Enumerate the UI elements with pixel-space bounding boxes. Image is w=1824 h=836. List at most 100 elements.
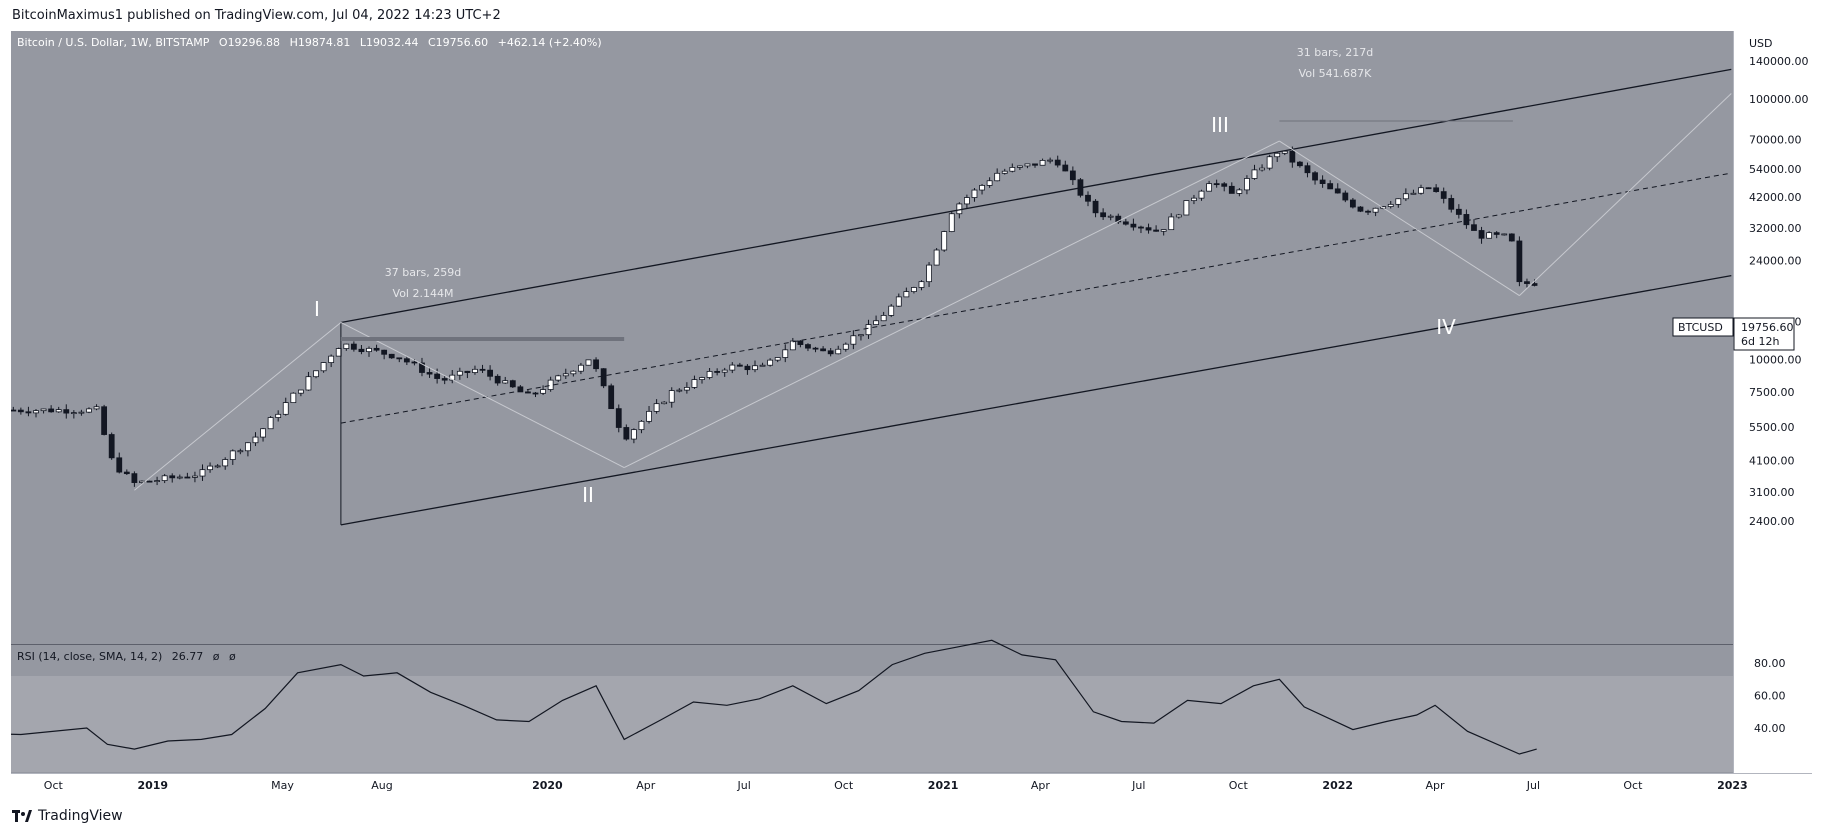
candle-body xyxy=(1236,189,1243,194)
candle-body xyxy=(419,362,425,373)
candle-body xyxy=(1425,187,1432,190)
candle-body xyxy=(578,364,584,372)
chart-frame[interactable]: USD 140000.00 100000.00 70000.00 54000.00 42… xyxy=(0,31,1812,797)
candle-body xyxy=(532,392,539,395)
measure-2-bars: 31 bars, 217d xyxy=(1297,46,1373,59)
candle-body xyxy=(1349,199,1356,208)
candle-body xyxy=(456,370,463,376)
candle-body xyxy=(275,413,282,418)
measure-1[interactable]: 37 bars, 259d Vol 2.144M xyxy=(385,266,461,300)
candle-body xyxy=(752,365,758,371)
candle-body xyxy=(222,459,229,467)
price-tick-label: 24000.00 xyxy=(1749,255,1802,268)
candle-body xyxy=(782,349,789,358)
time-tick-label: Jul xyxy=(1526,779,1540,792)
price-pane[interactable] xyxy=(11,31,1733,644)
candle-body xyxy=(388,353,395,359)
time-tick-label: Jul xyxy=(1131,779,1145,792)
candle-body xyxy=(63,409,70,414)
candle-body xyxy=(668,390,675,403)
candle-body xyxy=(562,373,569,377)
candle-body xyxy=(623,427,630,440)
footer: TradingView xyxy=(12,808,123,824)
channel-upper-line[interactable] xyxy=(340,68,1732,324)
wave-zigzag-segment[interactable] xyxy=(623,140,1280,468)
candle-body xyxy=(1062,164,1069,172)
candle-body xyxy=(10,409,17,412)
candle-body xyxy=(835,348,842,355)
price-tick-label: 100000.00 xyxy=(1749,93,1809,106)
rsi-layer xyxy=(0,639,1537,755)
channel-lower-line[interactable] xyxy=(340,274,1732,526)
candle-body xyxy=(744,365,751,371)
wave-label-iv: IV xyxy=(1436,315,1456,339)
candle-body xyxy=(260,428,266,438)
candle-body xyxy=(979,184,985,191)
price-tick-label: 32000.00 xyxy=(1749,222,1802,235)
rsi-tick-label: 80.00 xyxy=(1754,657,1786,670)
candle-body xyxy=(1069,170,1076,181)
price-axis[interactable]: USD 140000.00 100000.00 70000.00 54000.00 42… xyxy=(1733,31,1809,773)
candle-body xyxy=(850,335,857,345)
chart-svg[interactable]: USD 140000.00 100000.00 70000.00 54000.00 42… xyxy=(0,31,1812,797)
candle-body xyxy=(297,389,304,394)
candle-body xyxy=(214,465,221,468)
candle-body xyxy=(25,411,32,414)
last-price-tag[interactable]: BTCUSD 19756.60 6d 12h xyxy=(1672,317,1795,351)
candle-body xyxy=(1372,207,1379,213)
measure-2[interactable]: 31 bars, 217d Vol 541.687K xyxy=(1297,46,1373,80)
candle-body xyxy=(593,359,599,370)
price-tag-box xyxy=(1733,317,1795,351)
candle-body xyxy=(426,372,433,375)
time-axis[interactable]: Oct 2019 May Aug 2020 Apr Jul Oct 2021 Apr Jul Oct 2… xyxy=(11,773,1812,793)
candle-body xyxy=(1244,178,1250,191)
candle-body xyxy=(207,465,213,471)
candle-body xyxy=(1001,170,1008,174)
channel-mid-line[interactable] xyxy=(340,172,1732,424)
candle-body xyxy=(366,347,372,353)
candle-body xyxy=(933,249,940,266)
candle-body xyxy=(229,450,236,460)
time-tick-label: 2023 xyxy=(1717,779,1748,792)
candle-body xyxy=(1183,200,1190,216)
candle-body xyxy=(192,475,198,478)
candle-body xyxy=(630,429,637,440)
rsi-line xyxy=(0,639,1537,755)
candle-body xyxy=(1168,216,1175,231)
candle-body xyxy=(502,380,509,384)
candle-body xyxy=(873,320,879,325)
candle-body xyxy=(1395,198,1402,205)
candle-body xyxy=(93,406,100,410)
price-tick-label: 42000.00 xyxy=(1749,191,1802,204)
wave-zigzag-segment[interactable] xyxy=(1519,93,1732,296)
candle-body xyxy=(131,473,138,483)
candle-body xyxy=(1032,163,1038,166)
time-axis-ticks: Oct 2019 May Aug 2020 Apr Jul Oct 2021 Apr Jul Oct 2… xyxy=(44,779,1748,792)
candle-body xyxy=(78,411,85,414)
candle-body xyxy=(1266,156,1273,169)
candles-layer xyxy=(10,146,1538,487)
candle-body xyxy=(1524,281,1530,284)
candle-body xyxy=(290,392,297,404)
wave-zigzag-segment[interactable] xyxy=(1279,140,1520,297)
candle-body xyxy=(615,408,622,428)
candle-body xyxy=(1297,161,1303,167)
candle-body xyxy=(895,296,902,307)
wave-zigzag-segment[interactable] xyxy=(340,322,625,468)
candle-body xyxy=(1478,230,1485,239)
time-tick-label: May xyxy=(271,779,294,792)
candle-body xyxy=(146,480,153,483)
candle-body xyxy=(305,376,312,391)
candle-body xyxy=(1471,224,1477,231)
candle-body xyxy=(1107,215,1114,218)
price-tag-countdown: 6d 12h xyxy=(1741,335,1779,348)
candle-body xyxy=(350,343,357,350)
measure-1-bar[interactable] xyxy=(340,337,625,341)
price-tag-value: 19756.60 xyxy=(1741,321,1794,334)
candle-body xyxy=(858,334,864,337)
legend-symbol: Bitcoin / U.S. Dollar, 1W, BITSTAMP O192… xyxy=(17,36,602,49)
candle-body xyxy=(17,409,24,413)
candle-body xyxy=(509,380,516,388)
wave-zigzag-segment[interactable] xyxy=(134,322,342,491)
time-tick-label: 2019 xyxy=(137,779,168,792)
